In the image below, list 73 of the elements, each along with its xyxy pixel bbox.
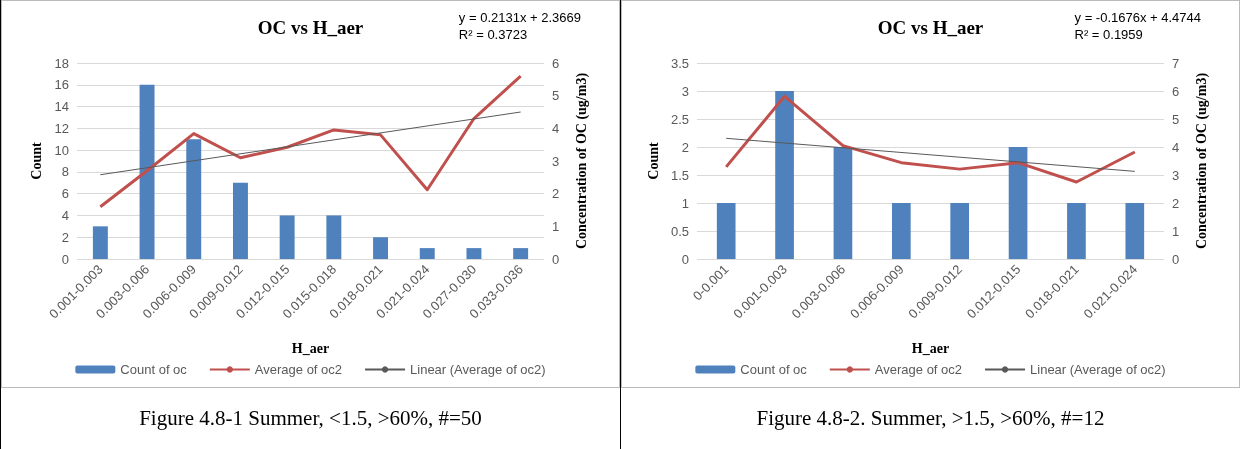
- y-tick-label: 14: [54, 99, 69, 115]
- legend-label: Count of oc: [740, 362, 808, 377]
- legend-label: Count of oc: [120, 362, 188, 377]
- bar: [232, 182, 248, 259]
- y-tick-label: 0: [681, 251, 689, 267]
- bar: [716, 203, 736, 259]
- bar: [373, 237, 389, 259]
- bar: [186, 139, 202, 259]
- y-tick-label: 1.5: [670, 167, 689, 183]
- y-tick-label: 3.5: [670, 55, 689, 71]
- y2-tick-label: 1: [1172, 223, 1180, 239]
- bar: [1067, 203, 1086, 259]
- y-tick-label: 12: [54, 120, 69, 136]
- caption: Figure 4.8-1 Summer, <1.5, >60%, #=50: [138, 405, 483, 432]
- y2-tick-label: 3: [1172, 167, 1180, 183]
- bar: [950, 203, 970, 259]
- bar: [139, 84, 155, 259]
- legend-label: Linear (Average of oc2): [1030, 362, 1166, 377]
- y2-tick-label: 5: [552, 88, 560, 104]
- y-axis-title: Count: [29, 142, 45, 180]
- y-tick-label: 1: [681, 195, 689, 211]
- y-tick-label: 2: [61, 229, 69, 245]
- line-series: [724, 94, 1137, 184]
- y-tick-label: 16: [54, 77, 69, 93]
- y2-tick-label: 1: [552, 218, 560, 234]
- text: R² = 0.1959: [1074, 27, 1143, 42]
- legend-label: Average of oc2: [254, 362, 343, 377]
- y2-tick-label: 6: [552, 55, 560, 71]
- bar: [92, 226, 108, 259]
- y-tick-label: 4: [61, 207, 69, 223]
- x-axis-title: H_aer: [911, 340, 950, 356]
- y2-tick-label: 3: [552, 153, 560, 169]
- y2-axis-title: Concentration of OC (ug/m3): [573, 72, 590, 250]
- y2-tick-label: 4: [1172, 139, 1180, 155]
- bar: [833, 147, 853, 259]
- bar: [279, 215, 295, 259]
- bar: [1008, 147, 1028, 259]
- caption: Figure 4.8-2. Summer, >1.5, >60%, #=12: [755, 405, 1106, 432]
- y-tick-label: 3: [681, 83, 689, 99]
- bar: [513, 248, 529, 259]
- bar: [419, 248, 435, 259]
- x-axis-title: H_aer: [291, 340, 330, 356]
- bar: [891, 203, 911, 259]
- y-axis-title: Count: [645, 142, 661, 180]
- y-tick-label: 18: [54, 55, 69, 71]
- y2-tick-label: 2: [1172, 195, 1180, 211]
- y-tick-label: 8: [61, 164, 69, 180]
- y2-tick-label: 6: [1172, 83, 1180, 99]
- legend-label: Linear (Average of oc2): [410, 362, 546, 377]
- text: R² = 0.3723: [458, 27, 528, 42]
- y-tick-label: 0.5: [670, 223, 689, 239]
- bar: [775, 91, 794, 259]
- bar: [466, 248, 482, 259]
- y-tick-label: 6: [61, 186, 69, 202]
- y2-tick-label: 2: [552, 186, 560, 202]
- line-series: [98, 74, 523, 209]
- y2-tick-label: 0: [552, 251, 560, 267]
- y2-axis-title: Concentration of OC (ug/m3): [1193, 72, 1210, 250]
- chart-title: OC vs H_aer: [257, 17, 364, 38]
- legend-label: Average of oc2: [874, 362, 963, 377]
- chart-title: OC vs H_aer: [877, 17, 984, 38]
- y2-tick-label: 5: [1172, 111, 1180, 127]
- y-tick-label: 2.5: [670, 111, 689, 127]
- text: y = -0.1676x + 4.4744: [1074, 10, 1201, 25]
- text: y = 0.2131x + 2.3669: [458, 10, 581, 25]
- y-tick-label: 2: [681, 139, 689, 155]
- y2-tick-label: 0: [1172, 251, 1180, 267]
- y-tick-label: 0: [61, 251, 69, 267]
- y2-tick-label: 4: [552, 120, 560, 136]
- bar: [326, 215, 342, 259]
- y-tick-label: 10: [54, 142, 69, 158]
- y2-tick-label: 7: [1172, 55, 1180, 71]
- bar: [1125, 203, 1145, 259]
